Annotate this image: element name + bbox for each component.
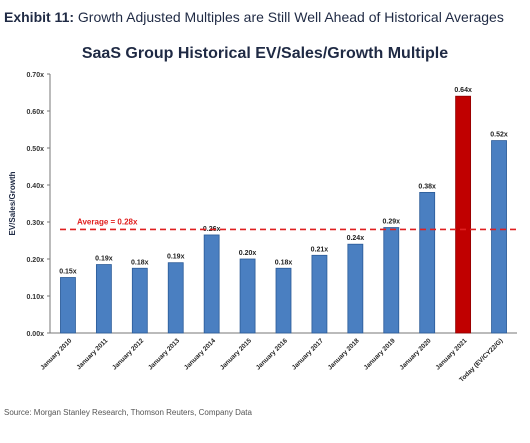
bar	[275, 267, 292, 334]
y-axis-label: EV/Sales/Growth	[8, 171, 17, 235]
data-label: 0.64x	[454, 87, 472, 94]
bar	[95, 264, 112, 334]
y-tick-label: 0.00x	[26, 331, 44, 338]
y-tick-label: 0.30x	[26, 220, 44, 227]
x-tick-label: January 2017	[291, 337, 325, 371]
y-tick-label: 0.20x	[26, 257, 44, 264]
data-label: 0.38x	[418, 183, 436, 190]
data-label: 0.20x	[239, 250, 257, 257]
x-tick-label: January 2015	[219, 337, 253, 371]
y-tick-label: 0.10x	[26, 294, 44, 301]
x-tick-label: January 2010	[39, 337, 73, 371]
bar	[455, 95, 472, 334]
data-label: 0.15x	[59, 269, 77, 276]
x-tick-label: January 2014	[183, 337, 217, 371]
exhibit-label: Exhibit 11:	[4, 9, 75, 25]
average-label: Average = 0.28x	[77, 217, 138, 226]
bar	[167, 262, 184, 334]
source-note: Source: Morgan Stanley Research, Thomson…	[4, 408, 252, 417]
bar	[419, 191, 436, 334]
bar	[491, 140, 507, 334]
bar	[347, 243, 364, 334]
bar	[131, 267, 148, 334]
data-label: 0.52x	[490, 132, 508, 139]
data-label: 0.18x	[275, 259, 293, 266]
bar	[60, 277, 76, 334]
y-tick-label: 0.70x	[26, 72, 44, 79]
exhibit-heading: Exhibit 11: Growth Adjusted Multiples ar…	[4, 9, 504, 25]
data-label: 0.24x	[347, 235, 365, 242]
data-label: 0.29x	[383, 219, 401, 226]
x-tick-label: January 2021	[434, 337, 468, 371]
bar	[311, 254, 328, 334]
data-label: 0.21x	[311, 246, 329, 253]
y-tick-label: 0.50x	[26, 146, 44, 153]
x-tick-label: January 2018	[327, 337, 361, 371]
chart-title: SaaS Group Historical EV/Sales/Growth Mu…	[81, 45, 449, 62]
y-tick-label: 0.40x	[26, 183, 44, 190]
exhibit-text: Growth Adjusted Multiples are Still Well…	[77, 9, 504, 25]
x-tick-label: January 2020	[399, 337, 433, 371]
data-label: 0.19x	[167, 254, 185, 261]
x-tick-label: January 2016	[255, 337, 289, 371]
x-tick-label: January 2013	[147, 337, 181, 371]
bar	[239, 258, 256, 334]
x-tick-label: January 2019	[363, 337, 397, 371]
bar	[383, 227, 400, 334]
y-tick-label: 0.60x	[26, 109, 44, 116]
bar	[203, 234, 220, 334]
x-tick-label: January 2011	[75, 337, 109, 371]
data-label: 0.19x	[95, 256, 113, 263]
x-tick-label: January 2012	[111, 337, 145, 371]
data-label: 0.18x	[131, 259, 149, 266]
